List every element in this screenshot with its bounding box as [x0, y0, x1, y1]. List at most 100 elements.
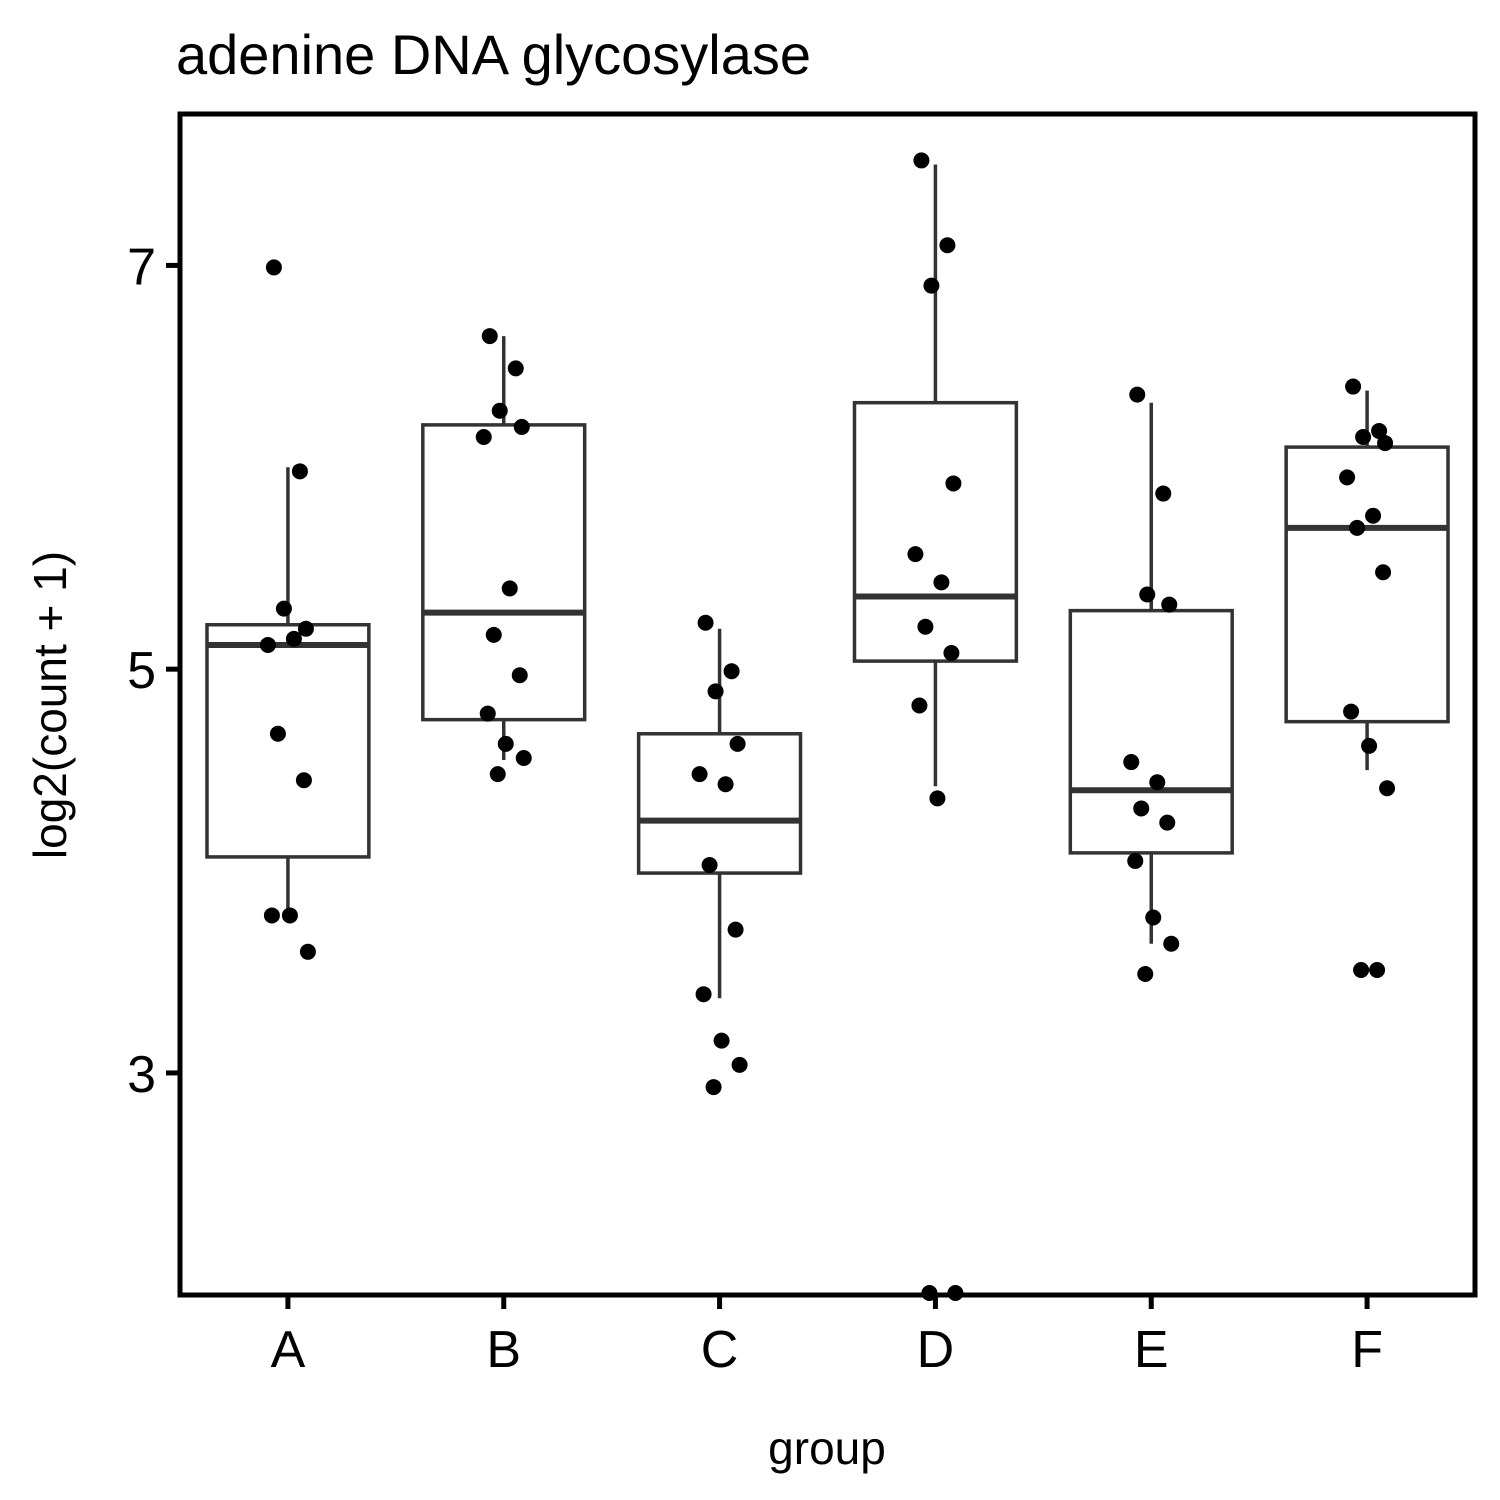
box-iqr: [636, 732, 803, 875]
data-point: [479, 705, 496, 722]
x-tick-label: B: [486, 1321, 521, 1379]
data-point: [701, 856, 718, 873]
data-point: [491, 402, 508, 419]
data-point: [933, 574, 950, 591]
data-point: [475, 429, 492, 446]
box-group-C: [636, 628, 803, 999]
data-point: [907, 546, 924, 563]
data-point: [1145, 909, 1162, 926]
data-point: [259, 636, 276, 653]
data-point: [1129, 386, 1146, 403]
data-point: [911, 697, 928, 714]
data-point: [507, 360, 524, 377]
y-axis: 3 5 7: [127, 238, 180, 1104]
data-point: [705, 1079, 722, 1096]
data-point: [1155, 485, 1172, 502]
data-point: [291, 463, 308, 480]
box-iqr: [1284, 445, 1450, 724]
data-point: [299, 943, 316, 960]
data-point: [275, 600, 292, 617]
data-point: [727, 921, 744, 938]
data-point: [497, 735, 514, 752]
data-point: [481, 328, 498, 345]
data-point: [1343, 703, 1360, 720]
box-group-E: [1068, 402, 1234, 944]
data-point: [1123, 754, 1140, 771]
data-point: [511, 667, 528, 684]
box-group-A: [205, 467, 371, 922]
data-point: [1127, 852, 1144, 869]
data-point: [929, 790, 946, 807]
x-axis: A B C D E F: [271, 1295, 1383, 1379]
data-point: [1163, 935, 1180, 952]
data-point: [1369, 961, 1386, 978]
data-point: [295, 772, 312, 789]
y-tick-label: 3: [127, 1046, 156, 1104]
data-point: [729, 735, 746, 752]
data-point: [1375, 564, 1392, 581]
data-point: [1371, 422, 1388, 439]
box-iqr: [1068, 608, 1234, 855]
data-point: [297, 620, 314, 637]
x-tick-label: D: [917, 1321, 955, 1379]
data-point: [1345, 378, 1362, 395]
data-point: [945, 475, 962, 492]
box-group-B: [421, 336, 587, 761]
boxes-layer: [205, 164, 1450, 999]
data-point: [285, 630, 302, 647]
data-point: [723, 663, 740, 680]
data-point: [485, 626, 502, 643]
data-point: [265, 259, 282, 276]
box-iqr: [421, 423, 587, 722]
data-point: [515, 749, 532, 766]
data-point: [1379, 780, 1396, 797]
y-tick-label: 7: [127, 238, 156, 296]
data-point: [713, 1032, 730, 1049]
data-point: [943, 645, 960, 662]
x-axis-title: group: [768, 1422, 886, 1474]
data-point: [731, 1056, 748, 1073]
data-point: [939, 237, 956, 254]
data-point: [281, 907, 298, 924]
data-point: [269, 725, 286, 742]
data-point: [1339, 469, 1356, 486]
data-point: [717, 776, 734, 793]
data-point: [1139, 586, 1156, 603]
data-point: [923, 277, 940, 294]
y-tick-label: 5: [127, 642, 156, 700]
data-point: [263, 907, 280, 924]
data-point: [691, 766, 708, 783]
y-axis-title: log2(count + 1): [24, 551, 76, 859]
data-point: [1137, 966, 1154, 983]
data-point: [917, 618, 934, 635]
points-layer: [259, 152, 1396, 1301]
data-point: [1355, 429, 1372, 446]
data-point: [913, 152, 930, 169]
data-point: [1377, 435, 1394, 452]
x-tick-label: C: [701, 1321, 739, 1379]
box-iqr: [852, 400, 1019, 663]
x-tick-label: A: [271, 1321, 306, 1379]
data-point: [513, 418, 530, 435]
data-point: [1159, 814, 1176, 831]
plot-frame: [177, 111, 1478, 1298]
data-point: [1361, 737, 1378, 754]
data-point: [1161, 596, 1178, 613]
box-iqr: [205, 623, 371, 859]
chart-title: adenine DNA glycosylase: [176, 23, 811, 86]
box-group-F: [1284, 390, 1450, 771]
data-point: [1349, 519, 1366, 536]
data-point: [695, 986, 712, 1003]
data-point: [697, 614, 714, 631]
data-point: [1365, 507, 1382, 524]
data-point: [1133, 800, 1150, 817]
box-group-D: [852, 164, 1019, 787]
data-point: [1149, 774, 1166, 791]
data-point: [501, 580, 518, 597]
x-tick-label: F: [1351, 1321, 1383, 1379]
data-point: [489, 766, 506, 783]
data-point: [1353, 961, 1370, 978]
data-point: [707, 683, 724, 700]
x-tick-label: E: [1134, 1321, 1169, 1379]
